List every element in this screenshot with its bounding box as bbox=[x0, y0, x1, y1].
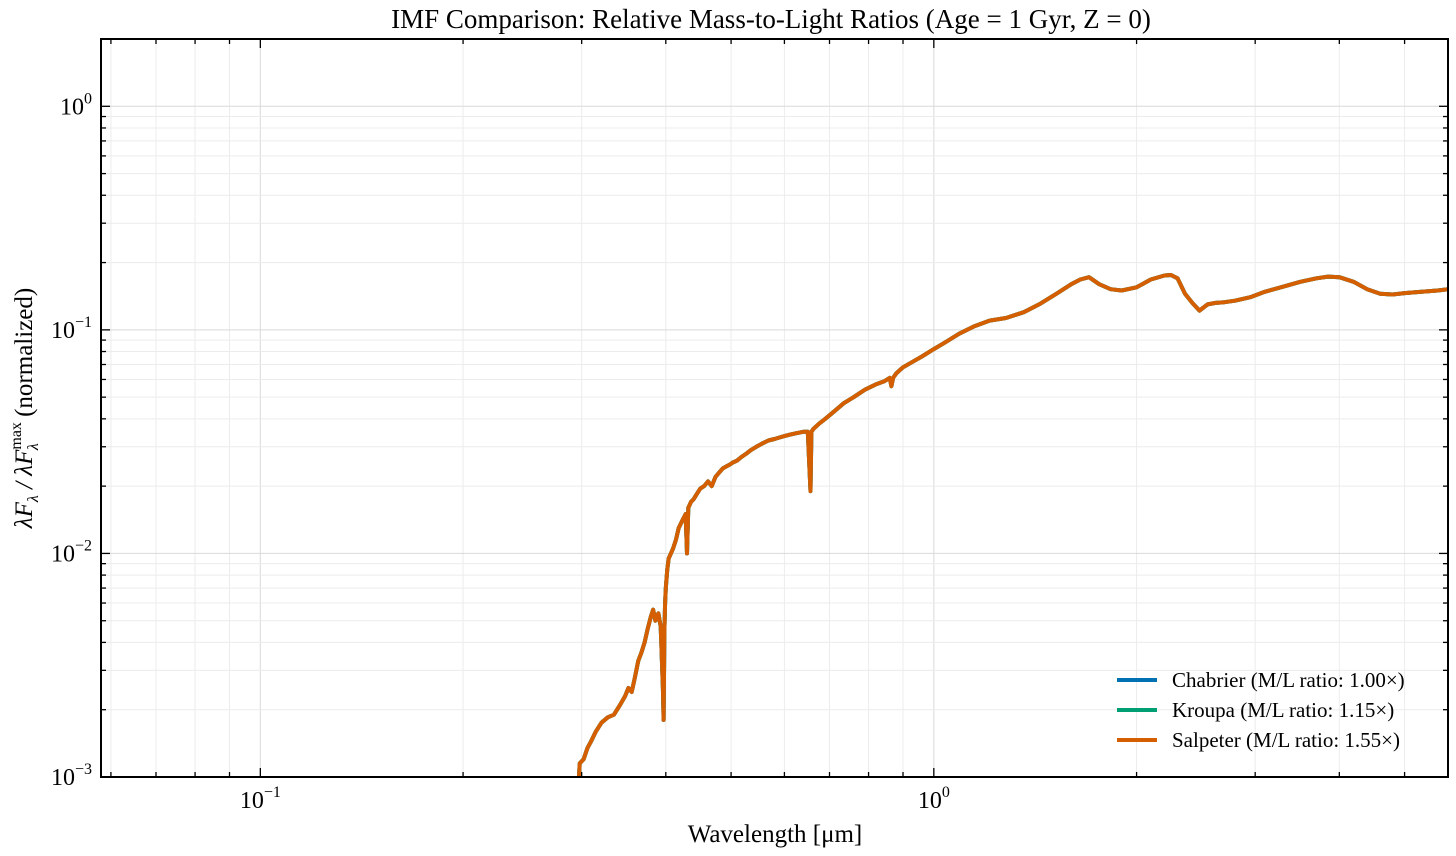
grid bbox=[101, 38, 1448, 778]
ticks bbox=[101, 38, 1448, 778]
y-label-suffix: (normalized) bbox=[11, 288, 38, 423]
y-axis-label: λFλ / λFmaxλ (normalized) bbox=[8, 288, 42, 529]
x-tick-label: 100 bbox=[918, 784, 950, 814]
series-line-2 bbox=[576, 273, 1448, 777]
y-label-sub1: λ bbox=[25, 495, 42, 503]
tick-labels: 10−1 100 10−3 10−2 10−1 100 bbox=[51, 90, 950, 814]
chart-title: IMF Comparison: Relative Mass-to-Light R… bbox=[391, 4, 1151, 34]
y-label-prefix: λF bbox=[11, 501, 38, 529]
x-tick-label: 10−1 bbox=[240, 784, 281, 814]
legend-label: Kroupa (M/L ratio: 1.15×) bbox=[1172, 698, 1394, 722]
y-label-mid: / λF bbox=[11, 449, 38, 495]
y-tick-label: 10−1 bbox=[51, 314, 92, 344]
legend-label: Chabrier (M/L ratio: 1.00×) bbox=[1172, 668, 1405, 692]
y-tick-label: 10−3 bbox=[51, 761, 92, 791]
y-label-sub2: λ bbox=[25, 443, 42, 451]
legend-label: Salpeter (M/L ratio: 1.55×) bbox=[1172, 728, 1400, 752]
plot-frame bbox=[100, 38, 1449, 778]
legend: Chabrier (M/L ratio: 1.00×) Kroupa (M/L r… bbox=[1117, 668, 1405, 752]
y-tick-label: 100 bbox=[60, 90, 92, 120]
x-axis-label: Wavelength [μm] bbox=[688, 821, 863, 848]
y-label-sup: max bbox=[8, 422, 25, 450]
y-tick-label: 10−2 bbox=[51, 537, 92, 567]
series-layer bbox=[576, 273, 1448, 777]
